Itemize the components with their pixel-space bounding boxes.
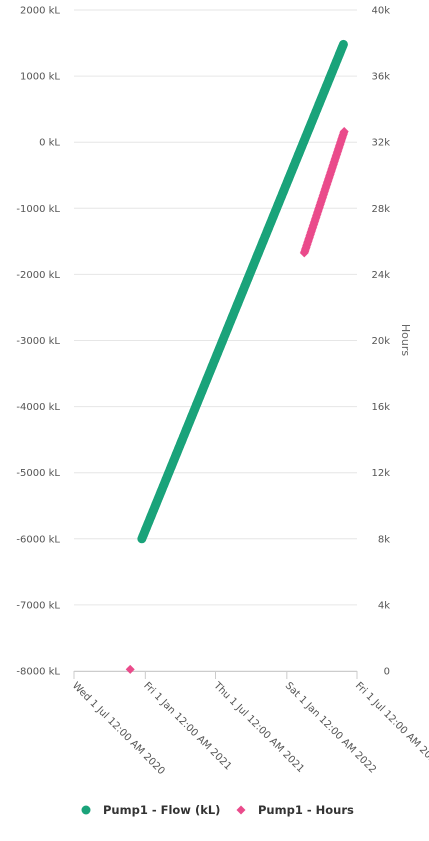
series-1 [137, 39, 348, 544]
data-point [338, 39, 348, 49]
left-tick-label: -7000 kL [16, 600, 60, 611]
right-axis: 40k 36k 32k 28k 24k 20k 16k 12k 8k 4k 0 [371, 6, 390, 678]
right-tick-label: 12k [371, 468, 390, 479]
right-axis-title: Hours [399, 324, 412, 356]
left-tick-label: 2000 kL [20, 6, 60, 17]
right-tick-label: 28k [371, 204, 390, 215]
left-tick-label: -5000 kL [16, 468, 60, 479]
right-tick-label: 36k [371, 72, 390, 83]
right-tick-label: 40k [371, 6, 390, 17]
legend: Pump1 - Flow (kL) Pump1 - Hours [81, 803, 354, 817]
legend-marker [81, 805, 91, 815]
right-tick-label: 16k [371, 402, 390, 413]
right-tick-label: 8k [378, 534, 390, 545]
legend-label: Pump1 - Hours [258, 803, 354, 817]
data-point [339, 126, 349, 136]
left-tick-label: -8000 kL [16, 667, 60, 678]
plot-area [125, 39, 349, 674]
left-tick-label: -2000 kL [16, 270, 60, 281]
data-point [125, 664, 135, 674]
left-axis: 2000 kL 1000 kL 0 kL -1000 kL -2000 kL -3000 … [16, 6, 60, 678]
right-tick-label: 20k [371, 336, 390, 347]
left-tick-label: -4000 kL [16, 402, 60, 413]
right-tick-label: 4k [378, 600, 390, 611]
legend-item[interactable]: Pump1 - Flow (kL) [81, 803, 221, 817]
left-tick-label: 1000 kL [20, 72, 60, 83]
right-tick-label: 24k [371, 270, 390, 281]
right-tick-label: 0 [384, 667, 390, 678]
left-tick-label: -3000 kL [16, 336, 60, 347]
left-tick-label: -1000 kL [16, 204, 60, 215]
legend-label: Pump1 - Flow (kL) [103, 803, 220, 817]
left-tick-label: 0 kL [39, 138, 60, 149]
left-tick-label: -6000 kL [16, 534, 60, 545]
legend-marker [236, 805, 246, 815]
series-2 [125, 126, 349, 674]
legend-item[interactable]: Pump1 - Hours [236, 803, 354, 817]
right-tick-label: 32k [371, 138, 390, 149]
